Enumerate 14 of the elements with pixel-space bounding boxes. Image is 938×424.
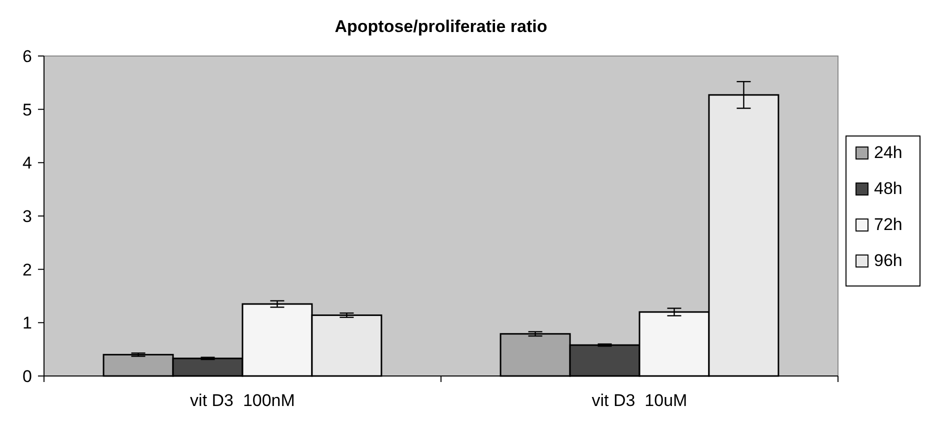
y-tick-label: 3: [22, 206, 32, 226]
legend-label: 72h: [874, 215, 902, 234]
y-tick-label: 4: [22, 154, 32, 173]
y-tick-label: 6: [22, 46, 32, 66]
x-tick-label: vit D3 10uM: [592, 391, 688, 410]
x-tick-label: vit D3 100nM: [190, 391, 295, 410]
y-tick-label: 5: [22, 100, 32, 120]
legend-label: 96h: [874, 251, 902, 270]
legend-label: 24h: [874, 143, 902, 162]
chart-title: Apoptose/proliferatie ratio: [334, 17, 548, 36]
legend-label: 48h: [874, 179, 902, 198]
y-tick-label: 0: [22, 366, 32, 386]
y-tick-label: 2: [22, 260, 32, 280]
y-tick-label: 1: [22, 314, 32, 333]
